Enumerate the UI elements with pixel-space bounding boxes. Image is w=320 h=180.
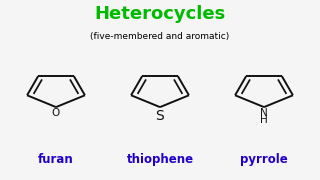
Text: thiophene: thiophene	[126, 153, 194, 166]
Text: pyrrole: pyrrole	[240, 153, 288, 166]
Text: (five-membered and aromatic): (five-membered and aromatic)	[90, 32, 230, 41]
Text: H: H	[260, 115, 268, 125]
Text: S: S	[156, 109, 164, 123]
Text: O: O	[52, 109, 60, 118]
Text: N: N	[260, 108, 268, 118]
Text: furan: furan	[38, 153, 74, 166]
Text: Heterocycles: Heterocycles	[94, 5, 226, 23]
